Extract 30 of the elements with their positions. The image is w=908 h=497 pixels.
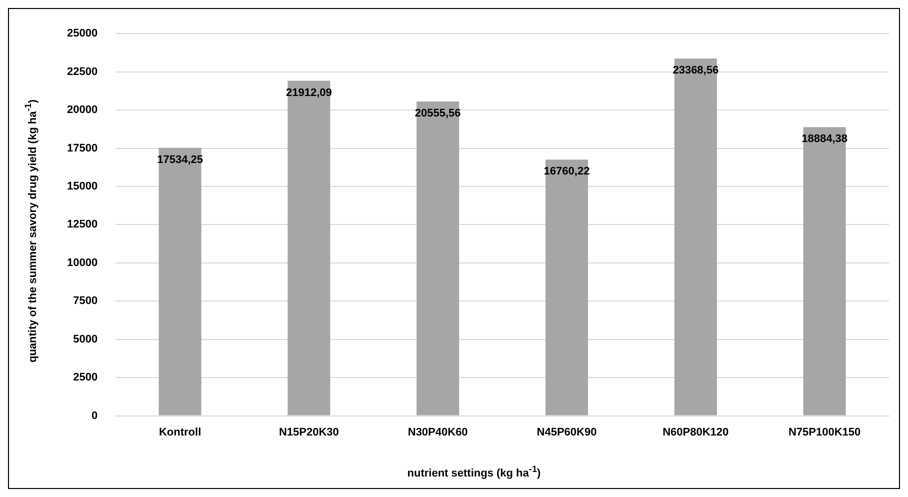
bar	[803, 127, 846, 416]
x-tick-label: N45P60K90	[536, 426, 597, 438]
x-tick-label: N75P100K150	[788, 426, 861, 438]
y-tick-label: 7500	[73, 295, 98, 308]
y-tick-label: 12500	[66, 218, 98, 231]
bar	[158, 148, 202, 416]
data-label: 23368,56	[672, 64, 719, 77]
bar	[288, 80, 330, 416]
bar	[545, 160, 588, 416]
y-tick-label: 0	[91, 410, 98, 422]
data-label: 17534,25	[157, 154, 203, 166]
y-tick-label: 22500	[66, 66, 98, 78]
y-tick-label: 15000	[66, 180, 98, 193]
x-tick-label: N15P20K30	[278, 426, 339, 438]
y-tick-label: 2500	[73, 372, 98, 384]
data-label: 18884,38	[802, 133, 848, 146]
y-tick-label: 17500	[66, 142, 98, 154]
y-tick-label: 5000	[73, 333, 98, 346]
data-label: 16760,22	[544, 166, 590, 178]
x-tick-label: N60P80K120	[662, 426, 729, 438]
x-axis-title: nutrient settings (kg ha$^{-1}$)	[406, 464, 542, 480]
x-tick-label: Kontroll	[158, 426, 202, 438]
data-label: 21912,09	[286, 86, 332, 99]
y-tick-label: 10000	[66, 256, 98, 269]
x-tick-label: N30P40K60	[408, 426, 468, 438]
bar	[416, 102, 460, 416]
y-tick-label: 20000	[66, 104, 98, 116]
y-tick-label: 25000	[66, 28, 98, 40]
bar	[674, 58, 717, 416]
data-label: 20555,56	[414, 108, 461, 120]
